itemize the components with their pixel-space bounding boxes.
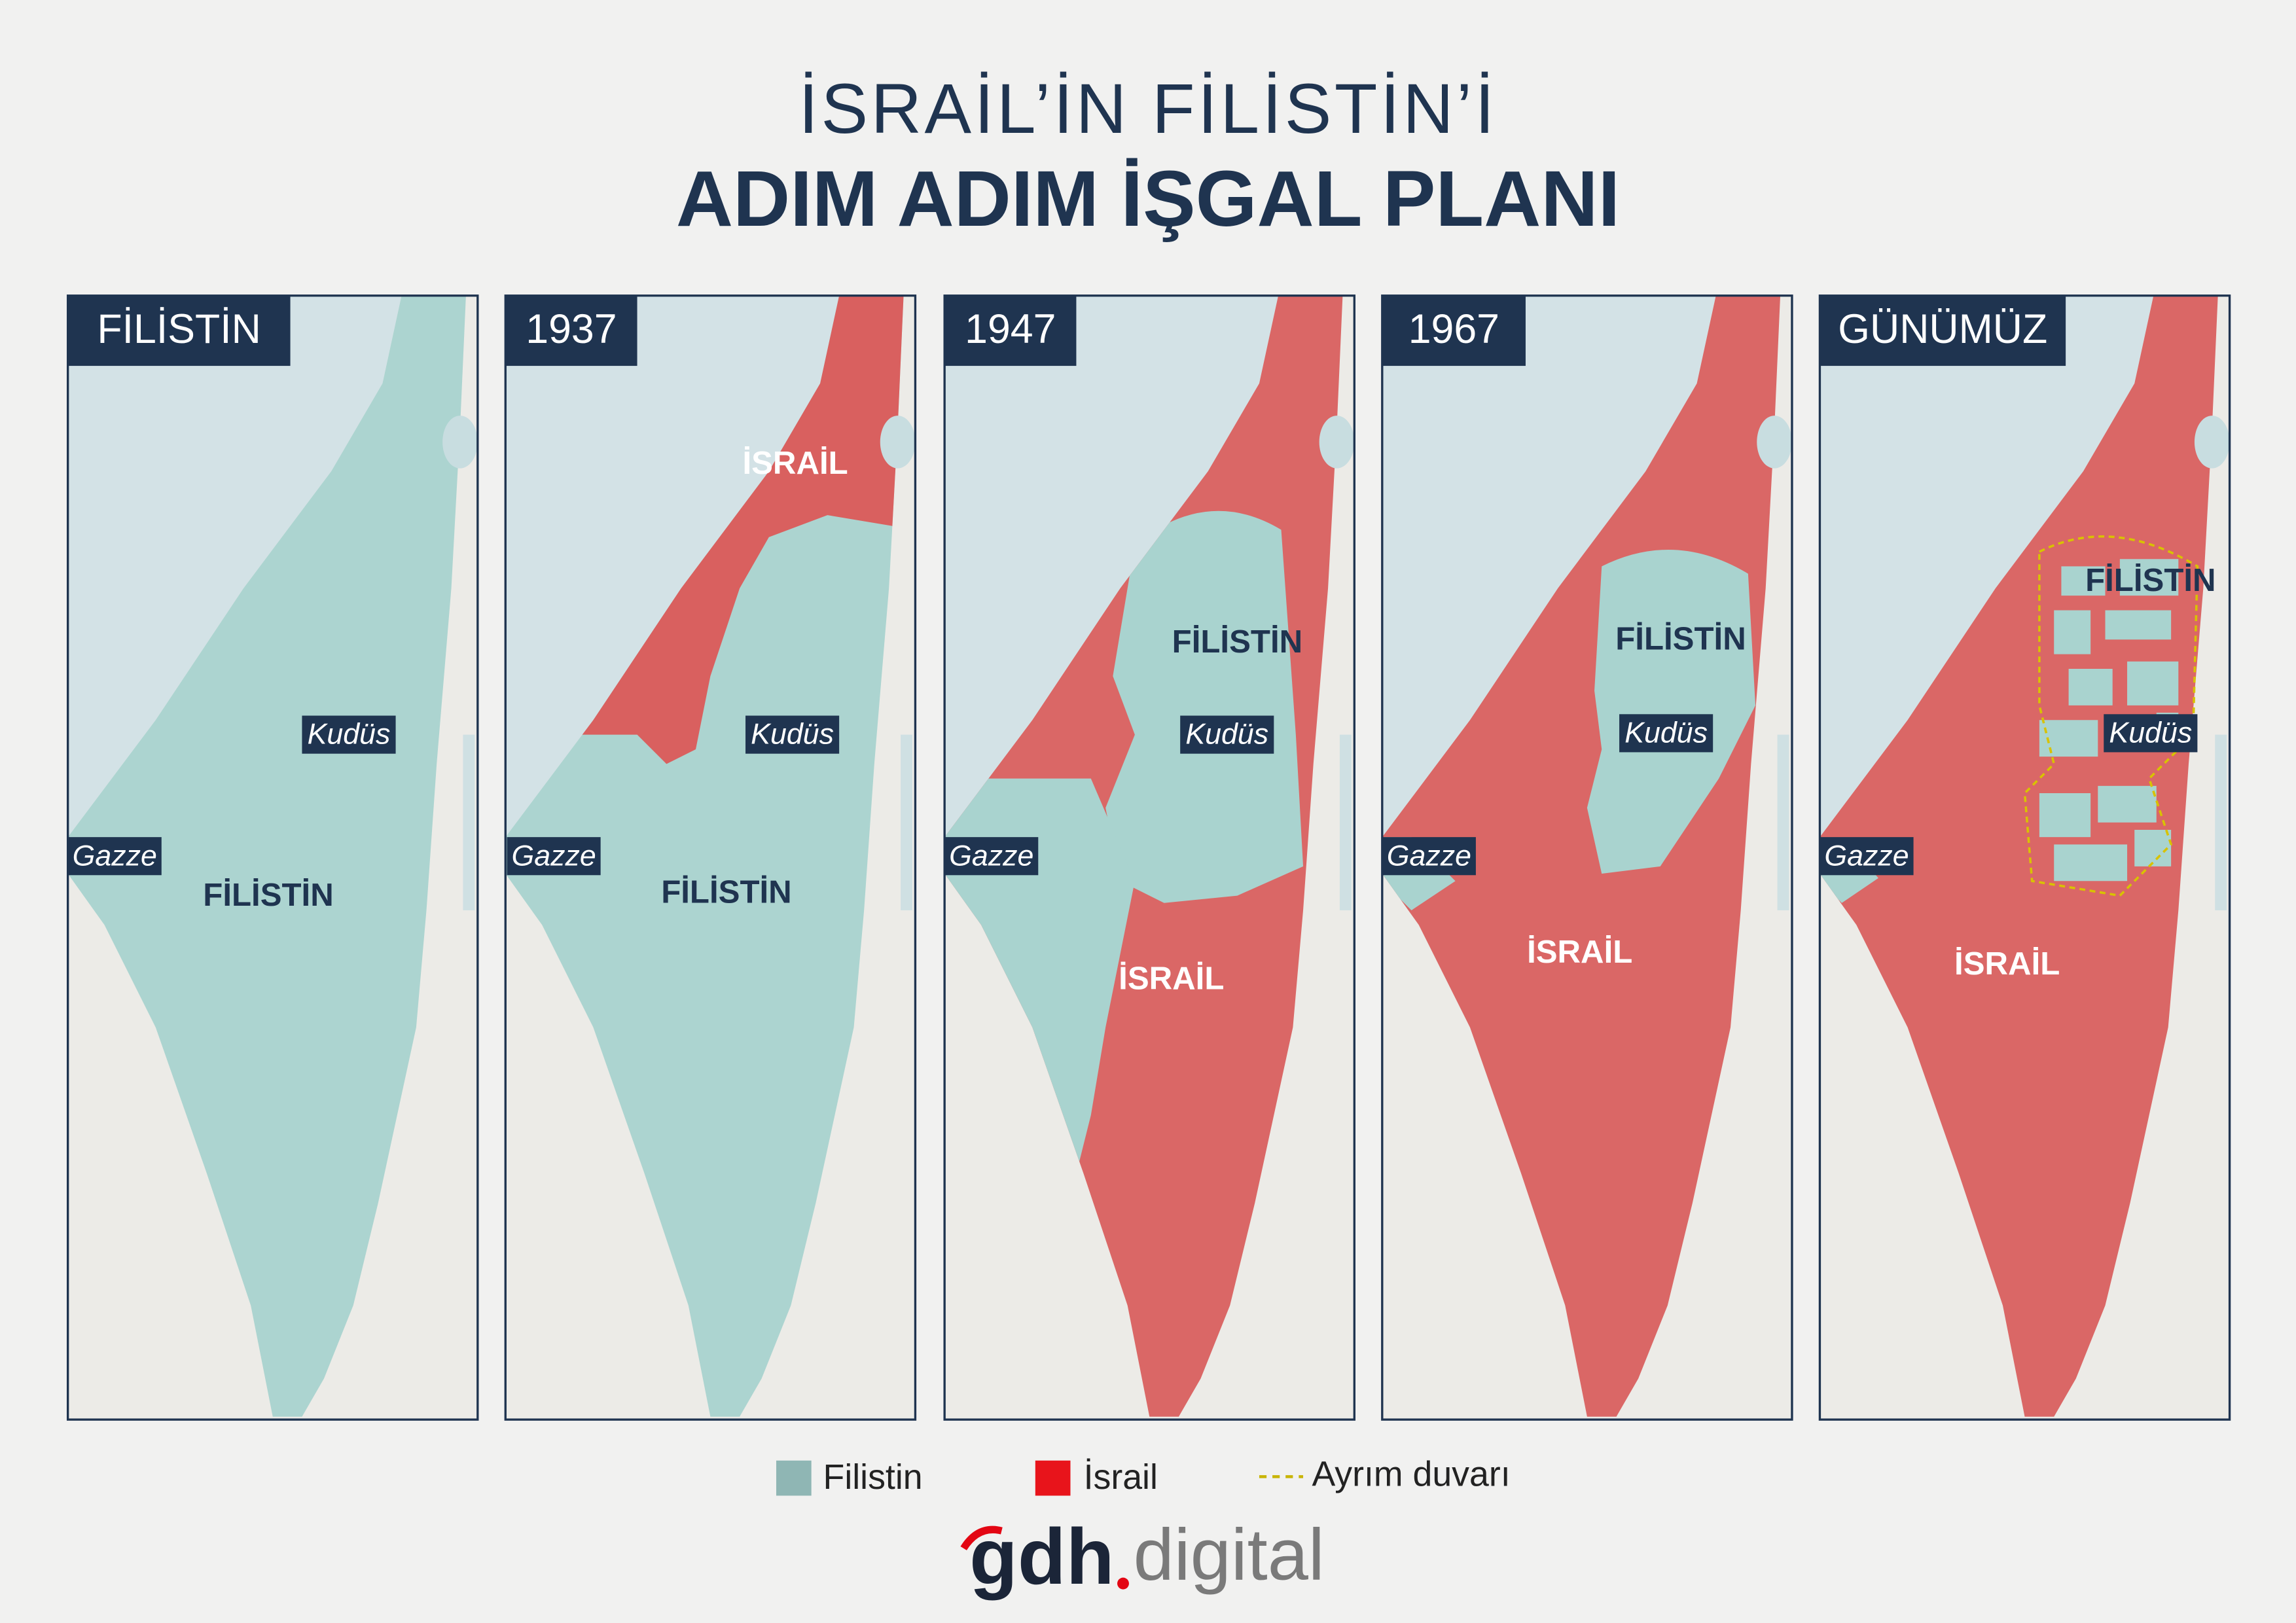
place-tag-bg [1180,715,1274,754]
map-panel: GÜNÜMÜZ FİLİSTİN İSRAİL Kudüs Gazze [1818,294,2231,1421]
map-strip [463,734,475,910]
place-tag-bg [67,837,162,876]
legend-swatch [1035,1460,1071,1496]
region-label: FİLİSTİN [1172,624,1302,660]
panel-header: GÜNÜMÜZ [1838,306,2047,352]
map-frame [504,294,917,1421]
panel-header: 1947 [965,306,1056,352]
logo-suffix: digital [1134,1513,1325,1595]
separation-wall [2023,535,2199,897]
panel-header-bg [505,295,637,366]
map-strip [901,734,912,910]
place-tag: Kudüs [1185,719,1268,751]
map-strip [1339,734,1352,910]
place-tag: Gazze [1387,840,1471,872]
place-tag: Gazze [73,840,157,872]
map-lake [1757,416,1792,469]
region-label: FİLİSTİN [203,877,333,913]
panel-header-bg [1382,295,1526,366]
place-tag-bg [507,837,601,876]
place-tag-bg [1820,837,1914,876]
legend-label: Ayrım duvarı [1312,1455,1510,1494]
logo-brand: gdh [969,1512,1114,1601]
map-panel: 1937 İSRAİL FİLİSTİN Kudüs Gazze [504,294,917,1421]
title-line1: İSRAİL’İN FİLİSTİN’İ [798,69,1498,148]
map-region [1587,550,1756,874]
region-label: İSRAİL [1527,934,1632,970]
place-tag: Kudüs [308,719,391,751]
panel-header: 1937 [526,306,617,352]
map-lake [880,416,916,469]
panels: FİLİSTİN FİLİSTİN Kudüs Gazze 1937 İSRAİL FİLİ… [66,294,2231,1421]
region-label: FİLİSTİN [2085,562,2215,598]
place-tag-bg [944,837,1039,876]
map-lake [442,416,478,469]
panel-header: 1967 [1408,306,1499,352]
map-strip [1777,734,1789,910]
map-region [2039,559,2179,882]
map-lake [2194,416,2230,469]
place-tag-bg [745,715,840,754]
region-label: İSRAİL [1954,946,2060,982]
place-tag: Gazze [949,840,1033,872]
panel-header-bg [1820,295,2066,366]
map-sea [505,295,840,838]
region-label: İSRAİL [742,445,848,481]
map-panel: 1947 FİLİSTİN İSRAİL Kudüs Gazze [943,294,1355,1421]
panel-header-bg [67,295,291,366]
legend-label: Filistin [823,1457,923,1497]
logo-arc [960,1525,1003,1551]
logo-dot [1117,1577,1129,1590]
place-tag: Gazze [1824,840,1909,872]
map-panel: FİLİSTİN FİLİSTİN Kudüs Gazze [66,294,479,1421]
region-label: FİLİSTİN [661,874,791,910]
map-strip [2215,734,2227,910]
map-sea [67,295,402,838]
map-panel: 1967 FİLİSTİN İSRAİL Kudüs Gazze [1381,294,1793,1421]
map-sea [1382,295,1716,838]
region-label: FİLİSTİN [1615,620,1746,656]
title-line2: ADIM ADIM İŞGAL PLANI [676,154,1620,243]
place-tag: Kudüs [751,719,834,751]
place-tag: Kudüs [1624,717,1708,749]
panel-header-bg [944,295,1077,366]
place-tag: Gazze [511,840,596,872]
map-sea [1820,295,2154,838]
map-lake [1319,416,1355,469]
legend-swatch [776,1460,812,1496]
map-region [1105,510,1304,903]
place-tag-bg [2104,714,2198,753]
legend-label: İsrail [1084,1457,1158,1497]
region-label: İSRAİL [1119,960,1224,996]
map-sea [944,295,1279,838]
place-tag-bg [1619,714,1713,753]
place-tag: Kudüs [2109,717,2192,749]
place-tag-bg [302,715,396,754]
panel-header: FİLİSTİN [97,306,260,352]
place-tag-bg [1382,837,1476,876]
